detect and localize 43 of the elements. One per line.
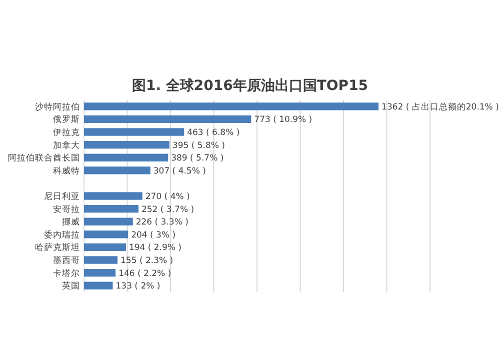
bar [84, 243, 126, 252]
bar [84, 282, 113, 290]
bar [84, 256, 118, 264]
bar [84, 192, 142, 200]
chart-title: 图1. 全球2016年原油出口国TOP15 [132, 78, 368, 94]
bar [84, 102, 379, 110]
bar [84, 204, 138, 213]
bar [84, 140, 170, 149]
y-tick-label: 阿拉伯联合酋长国 [8, 152, 80, 164]
data-label: 133 ( 2% ) [116, 282, 160, 292]
data-label: 389 ( 5.7% ) [171, 154, 224, 164]
bar [84, 154, 168, 162]
data-label: 194 ( 2.9% ) [128, 243, 182, 254]
bar [84, 218, 133, 226]
data-label: 155 ( 2.3% ) [120, 256, 174, 266]
data-label: 270 ( 4% ) [145, 192, 190, 202]
y-tick-label: 沙特阿拉伯 [35, 101, 80, 112]
y-tick-label: 卡塔尔 [53, 268, 80, 279]
data-label: 1362 ( 占出口总额的20.1% ) [382, 101, 499, 112]
data-label: 395 ( 5.8% ) [172, 140, 225, 151]
bar [84, 128, 184, 136]
y-tick-label: 安哥拉 [53, 204, 80, 215]
y-tick-label: 尼日利亚 [44, 191, 80, 202]
bar [84, 230, 128, 238]
bar [84, 268, 116, 277]
y-tick-label: 委内瑞拉 [44, 229, 80, 240]
y-tick-label: 哈萨克斯坦 [35, 242, 80, 254]
y-tick-label: 俄罗斯 [53, 114, 80, 126]
data-label: 146 ( 2.2% ) [118, 268, 172, 279]
bar [84, 115, 252, 124]
y-tick-label: 加拿大 [53, 140, 80, 151]
data-label: 307 ( 4.5% ) [153, 166, 206, 176]
y-tick-label: 伊拉克 [53, 127, 80, 138]
data-label: 463 ( 6.8% ) [187, 128, 240, 138]
data-label: 252 ( 3.7% ) [141, 204, 194, 215]
y-tick-label: 科威特 [53, 165, 80, 176]
data-label: 773 ( 10.9% ) [254, 115, 312, 126]
y-tick-label: 挪威 [62, 216, 80, 228]
y-tick-label: 墨西哥 [53, 255, 80, 266]
data-label: 204 ( 3% ) [131, 230, 176, 240]
data-label: 226 ( 3.3% ) [136, 218, 188, 228]
bar [84, 166, 150, 174]
y-tick-label: 英国 [62, 280, 80, 292]
